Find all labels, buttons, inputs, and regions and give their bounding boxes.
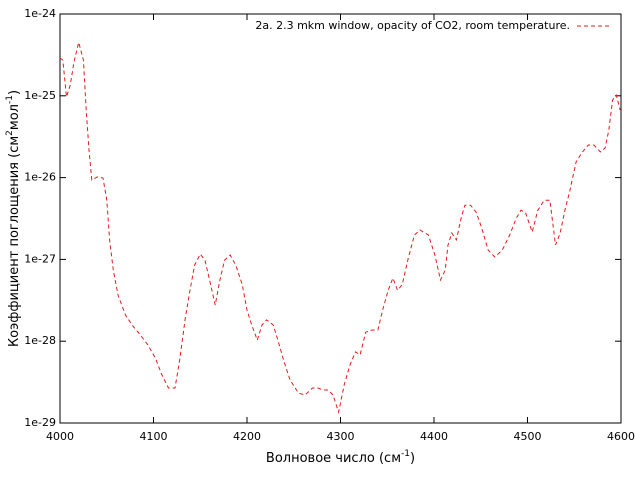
x-tick-label: 4300 (327, 430, 355, 443)
y-axis-label-part: Коэффициент поглощения (см (7, 136, 22, 347)
x-tick-label: 4500 (514, 430, 542, 443)
x-tick-label: 4000 (46, 430, 74, 443)
y-axis-label: Коэффициент поглощения (см2мол-1) (5, 90, 22, 347)
y-tick-label: 1e-25 (24, 89, 56, 102)
y-tick-label: 1e-24 (24, 7, 56, 20)
y-tick-label: 1e-29 (24, 416, 56, 429)
legend-label: 2a. 2.3 mkm window, opacity of CO2, room… (255, 19, 570, 32)
x-tick-label: 4200 (233, 430, 261, 443)
x-axis-label: Волновое число (см-1) (266, 449, 415, 466)
data-line (59, 42, 621, 415)
x-axis-label-part: -1 (401, 449, 410, 459)
y-axis-label-part: мол (7, 104, 22, 130)
x-tick-label: 4100 (140, 430, 168, 443)
y-axis-label-part: -1 (5, 95, 15, 104)
x-axis-label-part: Волновое число (см (266, 451, 401, 466)
y-tick-label: 1e-26 (24, 171, 56, 184)
x-tick-label: 4600 (607, 430, 635, 443)
x-tick-label: 4400 (420, 430, 448, 443)
y-tick-label: 1e-28 (24, 334, 56, 347)
x-axis-label-part: ) (410, 451, 415, 466)
y-axis-label-part: 2 (5, 130, 15, 136)
plot-frame (59, 13, 622, 424)
y-tick-label: 1e-27 (24, 252, 56, 265)
y-axis-label-part: ) (7, 90, 22, 95)
